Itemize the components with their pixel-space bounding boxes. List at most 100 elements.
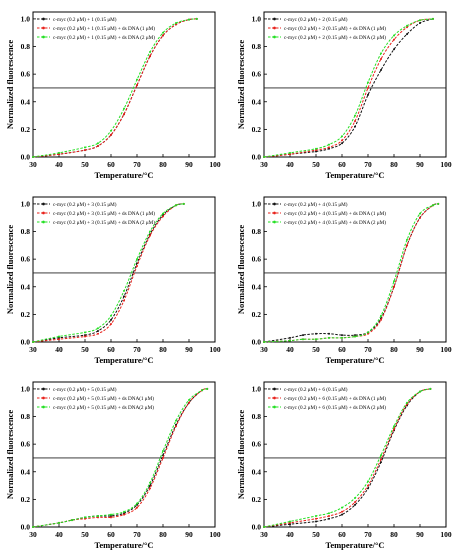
legend-marker: [42, 17, 45, 21]
data-point: [419, 22, 421, 25]
x-tick-label: 30: [260, 160, 268, 169]
data-point: [367, 81, 369, 84]
y-tick-label: 0.0: [252, 338, 262, 347]
x-tick-label: 90: [416, 160, 424, 169]
x-axis-label: Temperature/°C: [94, 170, 153, 180]
data-point: [123, 295, 125, 298]
data-point: [432, 204, 434, 207]
legend-label-3: c-myc (0.2 μM) + 1 (0.15 μM) + ds DNA (2…: [53, 34, 155, 41]
data-point: [419, 212, 421, 215]
y-tick-label: 1.0: [252, 199, 262, 208]
x-tick-label: 80: [159, 530, 167, 539]
y-axis-label: Normalized fluorescence: [236, 410, 246, 500]
data-point: [149, 487, 151, 490]
x-tick-label: 90: [185, 160, 193, 169]
data-point: [175, 423, 177, 426]
data-point: [315, 520, 317, 523]
data-point: [149, 230, 151, 233]
data-point: [406, 33, 408, 36]
x-tick-label: 90: [416, 345, 424, 354]
data-point: [367, 331, 369, 334]
chart-panel-4: 30 40 50 60 70 80 90 100 0.0 0.2 0.4 0.6 0.8 1.0 Tempe…: [236, 196, 452, 365]
x-tick-label: 50: [312, 345, 320, 354]
data-point: [393, 38, 395, 41]
data-point: [32, 341, 34, 343]
data-point: [136, 265, 138, 268]
y-tick-label: 0.2: [21, 310, 31, 319]
legend-label-2: c-myc (0.2 μM) + 2 (0.15 μM) + ds DNA (1…: [284, 25, 386, 32]
x-tick-label: 50: [81, 530, 89, 539]
data-point: [419, 19, 421, 22]
x-tick-label: 50: [81, 160, 89, 169]
y-tick-label: 0.6: [21, 70, 31, 79]
y-tick-label: 0.4: [21, 467, 31, 476]
plot-frame: [32, 381, 216, 528]
y-tick-label: 1.0: [21, 199, 31, 208]
data-point: [162, 34, 164, 37]
data-point: [84, 334, 86, 337]
data-point: [149, 234, 151, 237]
data-point: [201, 389, 203, 392]
data-point: [110, 514, 112, 517]
data-point: [84, 146, 86, 149]
plot-frame: [32, 196, 216, 343]
data-point: [367, 487, 369, 490]
x-tick-label: 70: [364, 160, 372, 169]
data-point: [354, 501, 356, 504]
x-tick-label: 90: [416, 530, 424, 539]
legend-marker: [273, 405, 276, 409]
series-line-1: [263, 388, 431, 528]
legend-label-2: c-myc (0.2 μM) + 1 (0.15 μM) + ds DNA (1…: [53, 25, 155, 32]
data-point: [123, 513, 125, 516]
y-tick-label: 0.8: [252, 227, 262, 236]
x-tick-label: 80: [390, 160, 398, 169]
y-tick-label: 0.2: [252, 495, 262, 504]
data-point: [341, 336, 343, 339]
y-tick-label: 0.4: [21, 282, 31, 291]
data-point: [188, 398, 190, 401]
data-point: [162, 212, 164, 215]
x-tick-label: 40: [55, 345, 63, 354]
x-tick-label: 60: [338, 530, 346, 539]
data-point: [32, 156, 34, 158]
series-line-2: [32, 18, 197, 158]
data-point: [406, 24, 408, 27]
legend-label-1: c-myc (0.2 μM) + 3 (0.15 μM): [53, 201, 117, 208]
x-tick-label: 100: [209, 160, 221, 169]
x-tick-label: 60: [107, 345, 115, 354]
y-axis-label: Normalized fluorescence: [236, 40, 246, 130]
data-point: [263, 156, 265, 158]
data-point: [188, 401, 190, 404]
x-tick-label: 50: [81, 345, 89, 354]
data-point: [175, 425, 177, 428]
legend-marker: [273, 211, 276, 215]
legend-marker: [42, 211, 45, 215]
series-line-1: [263, 18, 434, 158]
x-tick-label: 100: [209, 345, 221, 354]
data-point: [110, 516, 112, 519]
data-point: [97, 327, 99, 330]
data-point: [393, 48, 395, 51]
data-point: [341, 334, 343, 337]
data-point: [136, 258, 138, 261]
x-tick-label: 40: [55, 530, 63, 539]
data-point: [136, 503, 138, 506]
data-point: [162, 215, 164, 218]
data-point: [162, 456, 164, 459]
data-point: [341, 513, 343, 516]
data-point: [110, 513, 112, 516]
y-axis-label: Normalized fluorescence: [5, 225, 15, 315]
plot-frame: [263, 381, 447, 528]
series-line-3: [32, 388, 208, 528]
data-point: [315, 517, 317, 520]
legend-label-3: c-myc (0.2 μM) + 2 (0.15 μM) + ds DNA (2…: [284, 34, 386, 41]
data-point: [58, 336, 60, 339]
y-tick-label: 0.0: [21, 338, 31, 347]
series-line-1: [263, 203, 439, 343]
x-tick-label: 40: [286, 530, 294, 539]
data-point: [341, 510, 343, 513]
x-tick-label: 50: [312, 530, 320, 539]
data-point: [328, 514, 330, 517]
data-point: [123, 512, 125, 515]
